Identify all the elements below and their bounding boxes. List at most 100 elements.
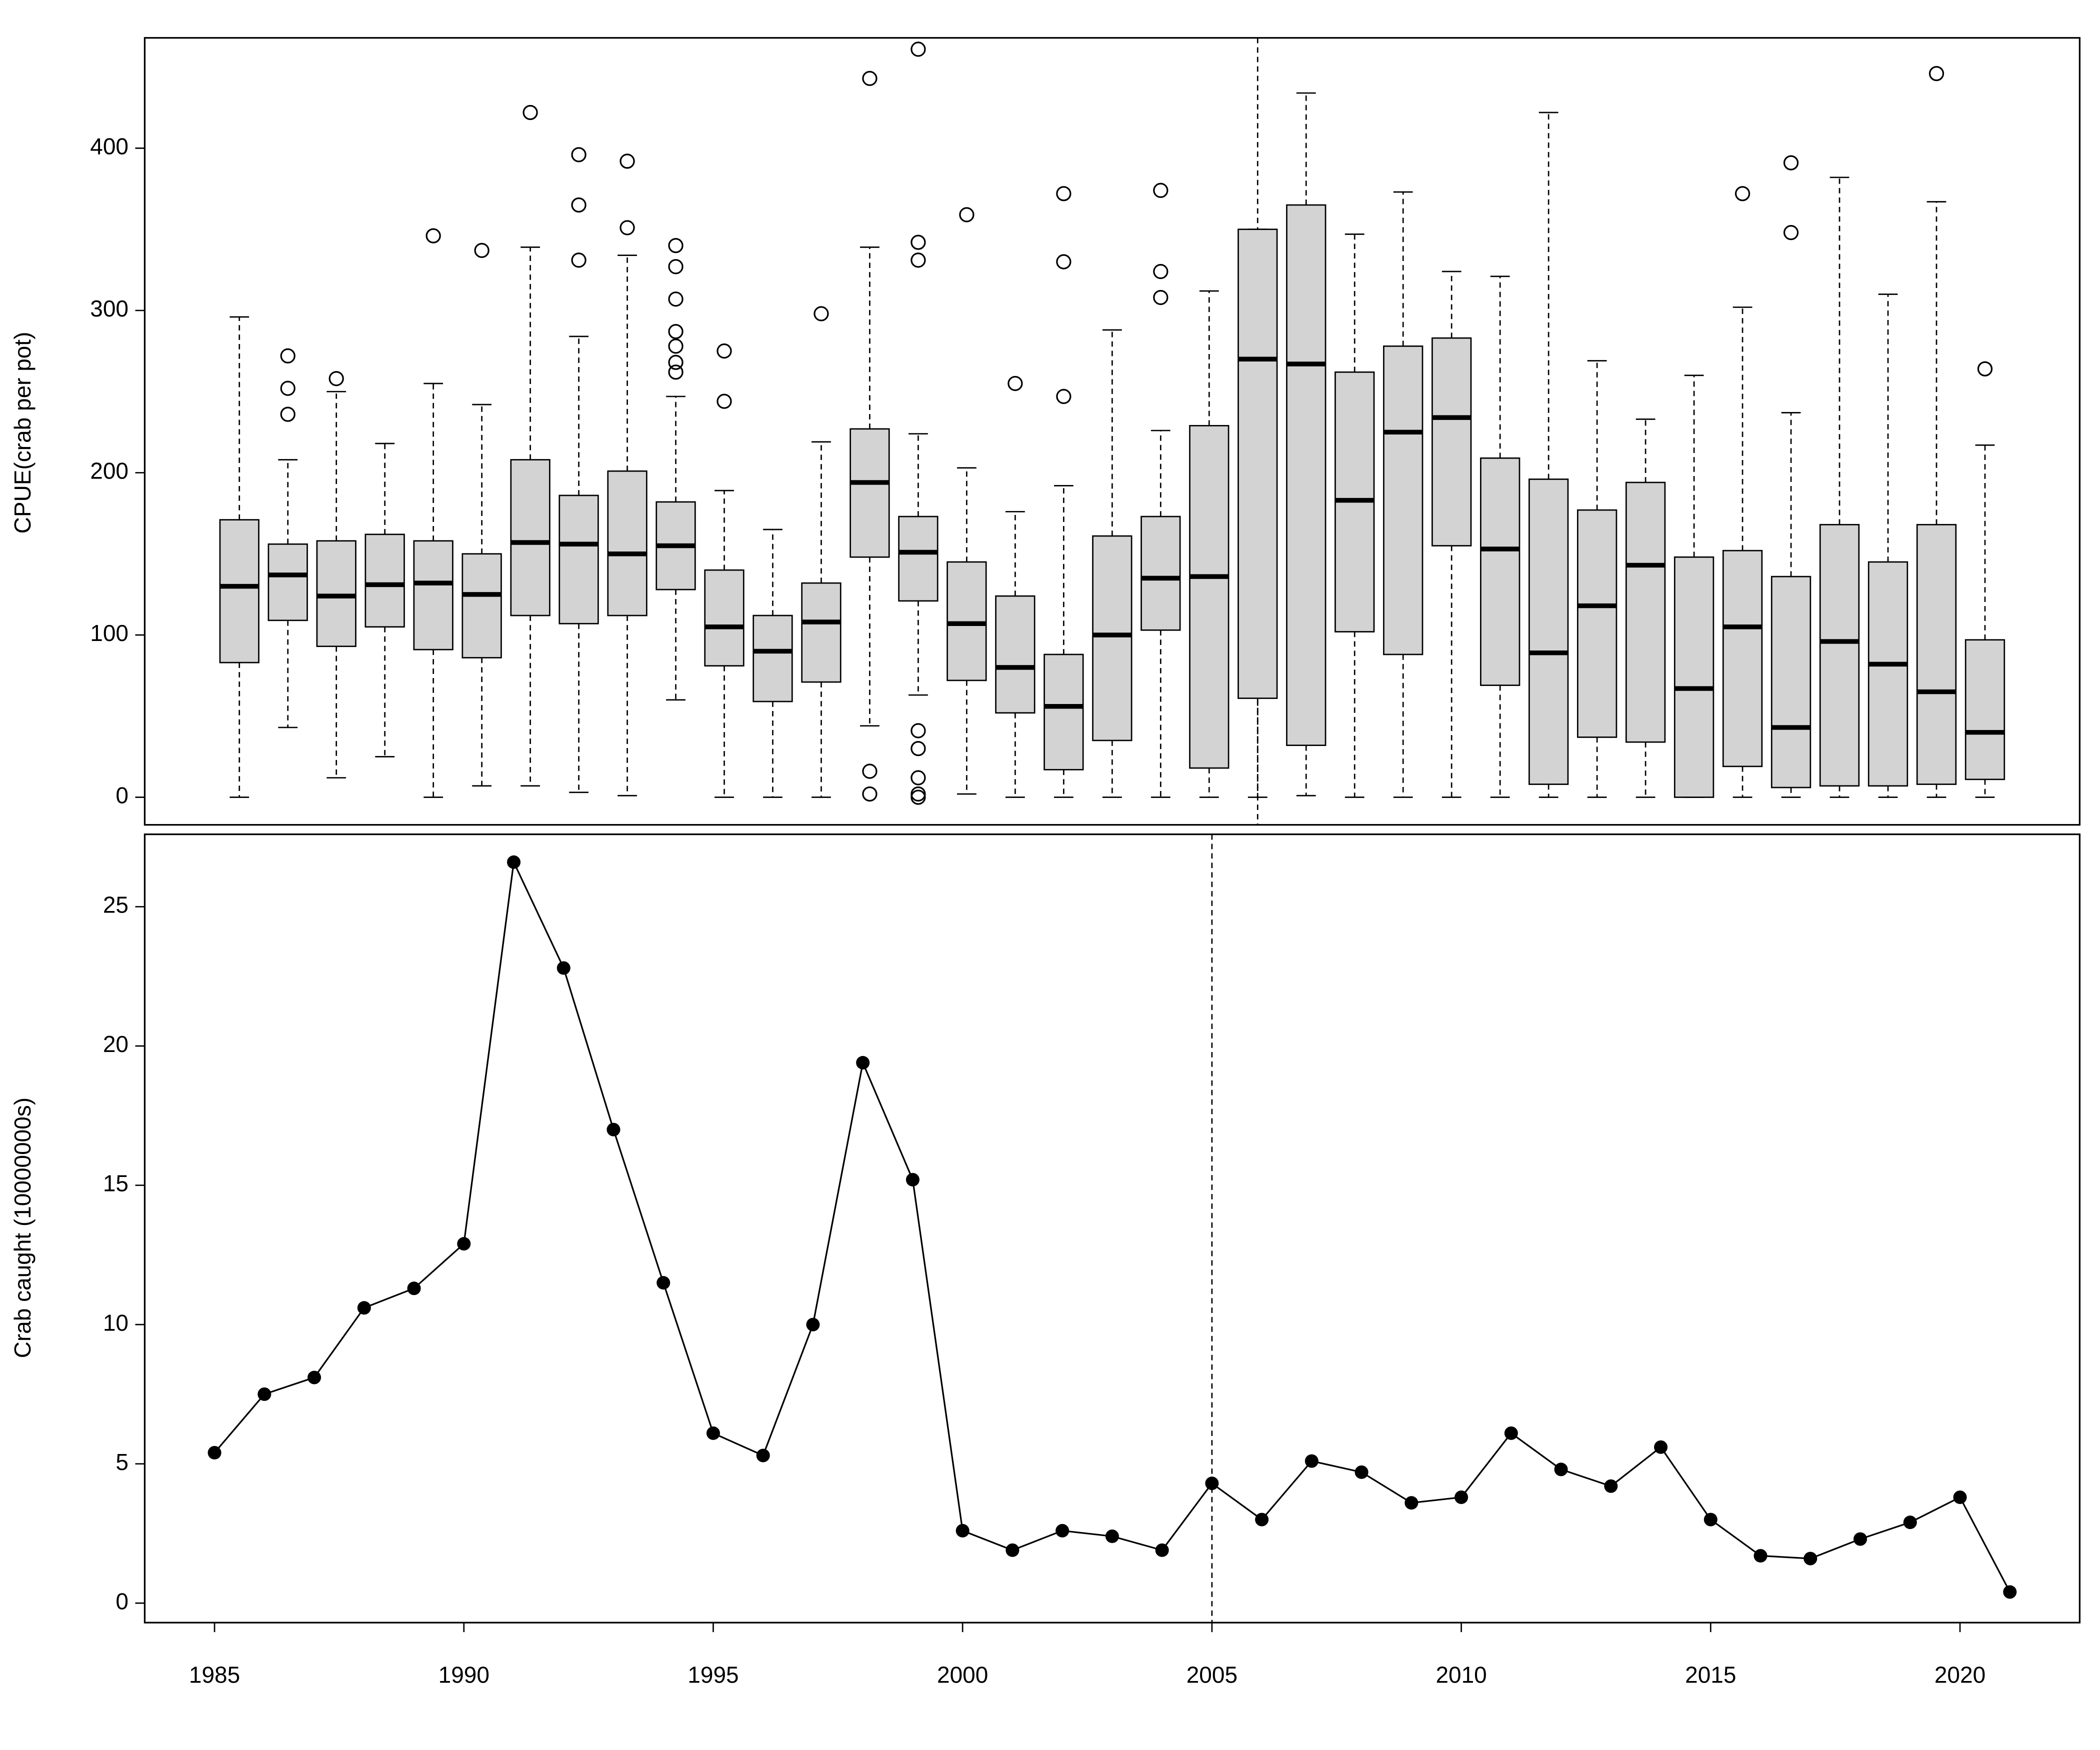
box — [1722, 550, 1763, 768]
box — [219, 519, 260, 664]
top-frame — [144, 37, 2081, 826]
box — [1189, 424, 1230, 769]
box — [1286, 204, 1326, 746]
point — [1056, 1524, 1070, 1538]
outlier — [1783, 155, 1799, 170]
outlier — [910, 786, 926, 802]
point — [606, 1122, 620, 1136]
y-tick-label: 100 — [90, 620, 128, 646]
outlier — [910, 770, 926, 786]
box — [1674, 556, 1714, 798]
outlier — [668, 259, 684, 274]
outlier — [474, 242, 490, 258]
outlier — [910, 234, 926, 250]
y-tick-label: 200 — [90, 458, 128, 484]
x-tick-label: 2000 — [937, 1662, 988, 1688]
series-line — [214, 859, 2011, 1592]
outlier — [1056, 186, 1072, 202]
y-tick-label: 15 — [103, 1170, 128, 1196]
box — [1916, 524, 1957, 785]
y-axis-label: CPUE(crab per pot) — [10, 332, 36, 534]
box — [413, 540, 454, 650]
point — [407, 1282, 421, 1296]
outlier — [571, 252, 586, 268]
outlier — [1056, 254, 1072, 270]
outlier — [668, 338, 684, 354]
outlier — [814, 306, 829, 322]
y-tick-label: 25 — [103, 892, 128, 918]
x-tick-label: 1990 — [438, 1662, 490, 1688]
point — [1754, 1549, 1768, 1563]
outlier — [1056, 388, 1072, 404]
outlier — [716, 343, 732, 359]
point — [756, 1448, 770, 1462]
outlier — [1783, 225, 1799, 240]
point — [856, 1056, 870, 1070]
outlier — [862, 786, 878, 802]
outlier — [910, 740, 926, 756]
outlier — [1153, 290, 1168, 306]
point — [1804, 1552, 1818, 1566]
point — [1654, 1440, 1668, 1454]
point — [1554, 1462, 1568, 1476]
point — [208, 1446, 222, 1460]
box — [364, 534, 405, 628]
box — [850, 428, 890, 558]
outlier — [862, 70, 878, 86]
box — [316, 540, 356, 648]
point — [1255, 1512, 1269, 1526]
y-tick-label: 300 — [90, 296, 128, 322]
point — [1155, 1543, 1169, 1557]
box — [1383, 345, 1424, 656]
outlier — [910, 723, 926, 738]
point — [1504, 1426, 1518, 1440]
outlier — [571, 197, 586, 213]
outlier — [668, 364, 684, 380]
point — [308, 1370, 322, 1384]
y-tick-label: 5 — [116, 1449, 128, 1475]
outlier — [716, 394, 732, 409]
point — [2003, 1585, 2017, 1599]
outlier — [1008, 376, 1023, 392]
x-tick-label: 2015 — [1685, 1662, 1736, 1688]
box — [1770, 576, 1812, 788]
point — [1903, 1516, 1917, 1530]
box — [1092, 535, 1132, 742]
box — [607, 470, 648, 616]
point — [1304, 1454, 1318, 1468]
outlier — [668, 324, 684, 340]
point — [1205, 1476, 1219, 1490]
outlier — [620, 154, 635, 169]
x-tick-label: 1985 — [189, 1662, 240, 1688]
outlier — [668, 238, 684, 254]
point — [1604, 1479, 1618, 1493]
y-tick-label: 10 — [103, 1310, 128, 1336]
box — [1432, 337, 1472, 546]
y-tick-label: 0 — [116, 1588, 128, 1614]
box — [1480, 457, 1520, 686]
box — [1819, 524, 1860, 787]
point — [1354, 1465, 1368, 1479]
box — [1044, 654, 1084, 770]
box — [801, 582, 842, 683]
point — [806, 1318, 820, 1332]
box — [1964, 639, 2006, 780]
outlier — [1153, 182, 1168, 198]
box — [1576, 509, 1618, 738]
outlier — [571, 147, 586, 162]
y-axis-label: Crab caught (10000000s) — [10, 1098, 36, 1358]
point — [1006, 1543, 1020, 1557]
outlier — [862, 764, 878, 779]
box — [1528, 478, 1569, 785]
x-tick-label: 2020 — [1934, 1662, 1986, 1688]
point — [906, 1172, 920, 1186]
outlier — [668, 292, 684, 307]
box — [752, 614, 793, 702]
point — [1953, 1490, 1967, 1504]
box — [995, 595, 1036, 714]
point — [1454, 1490, 1468, 1504]
outlier — [620, 220, 635, 236]
point — [556, 961, 570, 975]
point — [1853, 1532, 1868, 1546]
outlier — [280, 406, 296, 422]
